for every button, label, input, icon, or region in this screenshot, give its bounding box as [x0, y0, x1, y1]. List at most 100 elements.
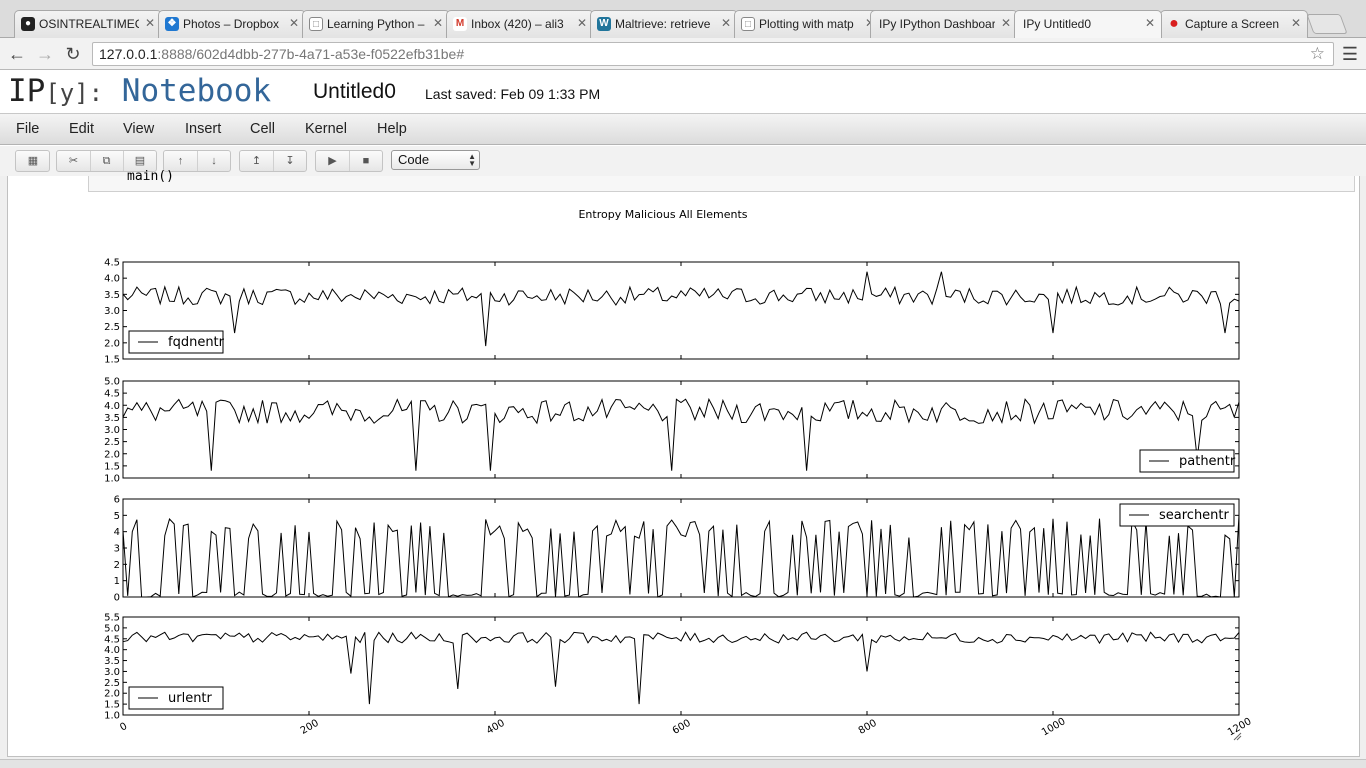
y-tick-label: 2.5: [104, 678, 120, 689]
subplot-frame: [122, 261, 1240, 360]
input-cell[interactable]: main(): [88, 169, 1355, 192]
insert-above-icon[interactable]: ↥: [240, 151, 274, 171]
y-tick-label: 4.5: [104, 634, 120, 645]
y-tick-label: 3.5: [104, 656, 120, 667]
tab-title: OSINTREALTIMEC: [39, 17, 139, 31]
legend-box: [128, 330, 224, 354]
y-tick-label: 3.0: [104, 306, 120, 317]
x-tick-label: 1200: [1226, 716, 1254, 738]
reload-icon[interactable]: ↻: [65, 44, 81, 64]
close-tab-icon[interactable]: ✕: [1290, 16, 1301, 30]
y-tick-label: 1.5: [104, 700, 120, 711]
browser-tab[interactable]: ❖ Photos – Dropbox ✕: [158, 10, 306, 38]
copy-icon[interactable]: ⧉: [90, 151, 124, 171]
document-icon: □: [309, 17, 323, 31]
y-tick-label: 2.0: [104, 689, 120, 700]
y-tick-label: 1.5: [104, 461, 120, 472]
ipython-logo[interactable]: IP[y]: Notebook: [8, 73, 271, 109]
close-tab-icon[interactable]: ✕: [1144, 16, 1155, 30]
tab-title: IPy Untitled0: [1023, 17, 1092, 31]
bookmark-star-icon[interactable]: ☆: [1309, 44, 1325, 63]
browser-tab[interactable]: □ Plotting with matp ✕: [734, 10, 882, 38]
notebook-toolbar: ▦ ✂ ⧉ ▤ ↑ ↓ ↥ ↧ ▶ ■ Code ▲ ▼: [0, 146, 1366, 176]
y-tick-label: 1.0: [104, 474, 120, 485]
menu-file[interactable]: File: [16, 121, 40, 137]
x-tick-label: 0: [118, 721, 129, 734]
browser-tab[interactable]: W Maltrieve: retrieve ✕: [590, 10, 738, 38]
browser-menu-icon[interactable]: ☰: [1341, 44, 1359, 64]
menu-help[interactable]: Help: [377, 121, 407, 137]
browser-tab[interactable]: ● OSINTREALTIMEC ✕: [14, 10, 162, 38]
close-tab-icon[interactable]: ✕: [432, 16, 443, 30]
forward-icon[interactable]: →: [36, 44, 54, 64]
y-tick-label: 5.0: [104, 377, 120, 388]
tab-title: Plotting with matp: [759, 17, 854, 31]
y-tick-label: 2.0: [104, 338, 120, 349]
address-bar[interactable]: 127.0.0.1:8888/602d4dbb-277b-4a71-a53e-f…: [92, 42, 1334, 66]
close-tab-icon[interactable]: ✕: [1000, 16, 1011, 30]
y-tick-label: 6: [114, 495, 120, 506]
browser-tab[interactable]: IPy IPython Dashboard ✕: [870, 10, 1018, 38]
y-tick-label: 3.5: [104, 290, 120, 301]
run-icon[interactable]: ▶: [316, 151, 350, 171]
subplot-frame: [122, 380, 1240, 479]
gmail-icon: M: [453, 17, 467, 31]
close-tab-icon[interactable]: ✕: [865, 16, 875, 30]
subplot-frame: [122, 498, 1240, 598]
browser-tab[interactable]: IPy Untitled0 ✕: [1014, 10, 1162, 38]
cut-icon[interactable]: ✂: [57, 151, 91, 171]
select-arrows-icon: ▲ ▼: [468, 152, 476, 168]
browser-tab-strip: ● OSINTREALTIMEC ✕ ❖ Photos – Dropbox ✕ □ Learn…: [0, 0, 1366, 38]
menu-edit[interactable]: Edit: [69, 121, 94, 137]
menu-kernel[interactable]: Kernel: [305, 121, 347, 137]
y-tick-label: 3: [114, 544, 120, 555]
y-tick-label: 5.0: [104, 623, 120, 634]
back-icon[interactable]: ←: [8, 44, 26, 64]
legend-label: urlentr: [168, 691, 213, 706]
cell-type-select[interactable]: Code ▲ ▼: [391, 150, 480, 170]
run-group: ▶ ■: [315, 150, 383, 172]
notebook-name[interactable]: Untitled0: [313, 80, 396, 103]
legend-box: [1139, 449, 1235, 473]
move-up-icon[interactable]: ↑: [164, 151, 198, 171]
browser-toolbar: ← → ↻ 127.0.0.1:8888/602d4dbb-277b-4a71-…: [0, 38, 1366, 70]
y-tick-label: 1.0: [104, 711, 120, 722]
y-tick-label: 0: [114, 593, 120, 604]
y-tick-label: 3.0: [104, 425, 120, 436]
x-tick-label: 1000: [1040, 716, 1068, 738]
close-tab-icon[interactable]: ✕: [720, 16, 731, 30]
paste-icon[interactable]: ▤: [134, 155, 146, 167]
save-icon[interactable]: ▦: [27, 155, 39, 167]
close-tab-icon[interactable]: ✕: [288, 16, 299, 30]
menu-insert[interactable]: Insert: [185, 121, 222, 137]
y-tick-label: 4.5: [104, 389, 120, 400]
github-icon: ●: [21, 17, 35, 31]
resize-grip-icon[interactable]: [1233, 732, 1242, 741]
menu-view[interactable]: View: [123, 121, 155, 137]
series-line-searchentr: [122, 515, 1240, 598]
notebook-header: IP[y]: Notebook Untitled0 Last saved: Fe…: [0, 71, 1366, 113]
clipboard-group: ✂ ⧉ ▤: [56, 150, 157, 172]
cell-type-value: Code: [398, 152, 430, 167]
browser-tab[interactable]: ● Capture a Screen ✕: [1160, 10, 1308, 38]
y-tick-label: 3.5: [104, 413, 120, 424]
document-icon: □: [741, 17, 755, 31]
y-tick-label: 2.5: [104, 322, 120, 333]
insert-below-icon[interactable]: ↧: [285, 155, 295, 167]
y-tick-label: 4: [114, 527, 120, 538]
y-tick-label: 4.0: [104, 274, 120, 285]
y-tick-label: 3.0: [104, 667, 120, 678]
x-tick-label: 200: [299, 718, 321, 737]
y-tick-label: 4.0: [104, 401, 120, 412]
menu-cell[interactable]: Cell: [250, 121, 275, 137]
browser-tab[interactable]: M Inbox (420) – ali3 ✕: [446, 10, 594, 38]
close-tab-icon[interactable]: ✕: [144, 16, 155, 30]
move-down-icon[interactable]: ↓: [211, 155, 217, 167]
series-line-urlentr: [122, 631, 1240, 705]
close-tab-icon[interactable]: ✕: [576, 16, 587, 30]
tab-title: Photos – Dropbox: [183, 17, 280, 31]
stop-icon[interactable]: ■: [362, 155, 370, 167]
move-group: ↑ ↓: [163, 150, 231, 172]
series-line-pathentr: [122, 397, 1240, 471]
